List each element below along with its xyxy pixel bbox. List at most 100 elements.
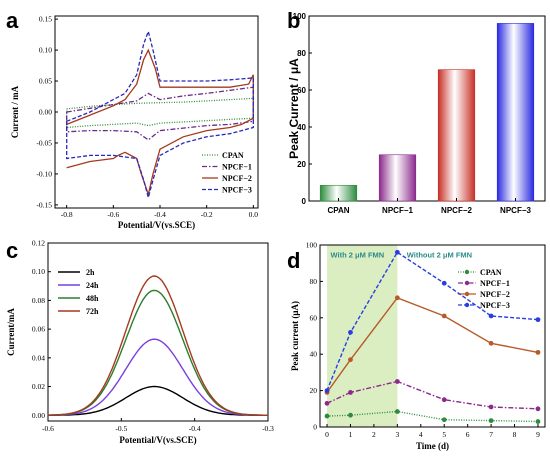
panel-d-legend-marker — [464, 291, 470, 297]
panel-c-legend-label: 2h — [86, 268, 95, 277]
panel-d-ytick-label: 60 — [310, 313, 318, 322]
panel-d-legend-marker — [464, 302, 470, 308]
panel-d-data-point — [324, 400, 330, 406]
panel-a-x-axis-label: Potential/V(vs.SCE) — [118, 220, 195, 230]
panel-c-series-line — [48, 275, 268, 416]
panel-a-xtick-label: 0.0 — [249, 210, 259, 219]
panel-d-xtick-label: 2 — [372, 430, 376, 439]
panel-d-data-point — [535, 349, 541, 355]
panel-d-data-point — [348, 390, 353, 395]
panel-b-letter: b — [287, 8, 300, 33]
panel-d-legend-marker — [464, 280, 470, 286]
panel-a-series-line — [66, 48, 254, 197]
panel-c-ytick-label: 0.06 — [32, 325, 45, 334]
panel-b-ytick-label: 0 — [302, 197, 307, 206]
panel-b-ytick-label: 100 — [293, 12, 307, 21]
panel-d-time-chart: 0 1 2 3 4 5 6 7 8 9 0 20 40 60 80 100 Time (d) Peak curre… — [290, 241, 546, 451]
panel-a-ytick-label: -0.10 — [36, 169, 52, 178]
panel-b-ytick-label: 60 — [297, 86, 306, 95]
panel-c-letter: c — [6, 238, 18, 263]
panel-d-legend-label: NPCF−2 — [480, 290, 510, 299]
panel-c-ytick-label: 0.10 — [32, 267, 45, 276]
panel-c-ytick-label: 0.04 — [32, 353, 45, 362]
panel-d-legend-label: NPCF−3 — [480, 301, 510, 310]
panel-b-bar — [378, 154, 417, 202]
panel-c-ytick-label: 0.00 — [32, 411, 45, 420]
panel-d-xtick-label: 9 — [536, 430, 540, 439]
panel-c-series-line — [48, 338, 268, 416]
panel-d-ytick-label: 80 — [310, 277, 318, 286]
panel-c-y-axis-label: Current/mA — [6, 308, 16, 356]
panel-b-bar — [496, 23, 535, 202]
panel-d-ytick-label: 0 — [313, 423, 317, 432]
panel-d-data-point — [348, 329, 353, 335]
panel-d-series-line — [326, 296, 539, 393]
panel-d-legend-label: NPCF−1 — [480, 279, 510, 288]
panel-d-xtick-label: 4 — [419, 430, 423, 439]
panel-d-xtick-label: 3 — [395, 430, 399, 439]
panel-d-data-point — [324, 413, 330, 419]
panel-d-ytick-label: 20 — [310, 386, 318, 395]
panel-a-legend-label: NPCF−2 — [222, 174, 252, 183]
panel-d-y-axis-label: Peak current (μA) — [290, 301, 300, 371]
panel-a-ytick-label: 0.15 — [39, 15, 52, 24]
panel-c-frame — [47, 242, 269, 422]
panel-d-legend-label: CPAN — [480, 268, 502, 277]
panel-c-legend-label: 72h — [86, 307, 99, 316]
panel-d-frame — [319, 244, 546, 428]
panel-c-ytick-label: 0.02 — [32, 382, 45, 391]
panel-c-dpv-chart: -0.6 -0.5 -0.4 -0.3 0.00 0.02 0.04 0.06 0.08 0.10… — [6, 239, 274, 446]
panel-a-xtick-label: -0.6 — [107, 210, 119, 219]
panel-c-series-line — [48, 385, 268, 416]
panel-c-legend-label: 48h — [86, 294, 99, 303]
panel-c-legend-label: 24h — [86, 281, 99, 290]
panel-d-shaded-region — [327, 245, 398, 427]
panel-d-series-line — [326, 251, 539, 391]
panel-a-ytick-label: -0.05 — [36, 138, 52, 147]
panel-a-cv-chart: -0.8 -0.6 -0.4 -0.2 0.0 -0.15 -0.10 -0.05 0.00 0.… — [10, 15, 259, 230]
panel-a-series-line — [66, 86, 254, 141]
panel-b-category-label: NPCF−1 — [382, 206, 413, 215]
panel-b-bar — [437, 69, 476, 202]
panel-a-xtick-label: -0.8 — [61, 210, 73, 219]
panel-d-data-point — [394, 295, 400, 301]
panel-d-xtick-label: 1 — [349, 430, 353, 439]
panel-b-category-label: CPAN — [327, 206, 349, 215]
panel-d-annotation: Without 2 μM FMN — [407, 251, 472, 260]
panel-d-data-point — [348, 357, 353, 363]
panel-d-data-point — [441, 280, 447, 286]
panel-b-ytick-label: 20 — [297, 160, 306, 169]
panel-a-ytick-label: -0.15 — [36, 200, 52, 209]
panel-b-category-label: NPCF−3 — [500, 206, 531, 215]
panel-d-annotation: With 2 μM FMN — [331, 251, 385, 260]
panel-c-xtick-label: -0.3 — [262, 424, 274, 433]
panel-a-xtick-label: -0.2 — [201, 210, 213, 219]
panel-c-ytick-label: 0.08 — [32, 296, 45, 305]
panel-b-bar-chart: 0 20 40 60 80 100 CPAN NPCF−1 NPCF−2 NPCF−3 Peak C… — [287, 12, 546, 215]
panel-b-y-axis-label: Peak Current / μA — [287, 58, 301, 159]
panel-a-legend-label: NPCF−1 — [222, 163, 252, 172]
panel-d-xtick-label: 0 — [325, 430, 329, 439]
panel-d-ytick-label: 100 — [306, 241, 318, 250]
panel-d-xtick-label: 8 — [513, 430, 517, 439]
panel-d-data-point — [488, 404, 494, 410]
panel-c-xtick-label: -0.5 — [115, 424, 127, 433]
panel-a-ytick-label: 0.05 — [39, 77, 52, 86]
panel-d-data-point — [324, 388, 330, 393]
panel-c-xtick-label: -0.4 — [189, 424, 201, 433]
panel-d-data-point — [488, 418, 494, 424]
panel-c-xtick-label: -0.6 — [42, 424, 54, 433]
panel-d-letter: d — [287, 248, 300, 273]
panel-d-data-point — [488, 340, 494, 346]
panel-d-data-point — [394, 249, 400, 255]
panel-d-xtick-label: 5 — [442, 430, 446, 439]
panel-d-data-point — [441, 397, 447, 403]
panel-b-frame — [308, 15, 546, 202]
panel-d-data-point — [394, 379, 400, 384]
panel-d-data-point — [348, 412, 353, 418]
panel-d-data-point — [535, 406, 541, 412]
panel-a-ytick-label: 0.10 — [39, 46, 52, 55]
panel-d-series-line — [326, 410, 539, 423]
panel-a-series-line — [66, 29, 254, 201]
